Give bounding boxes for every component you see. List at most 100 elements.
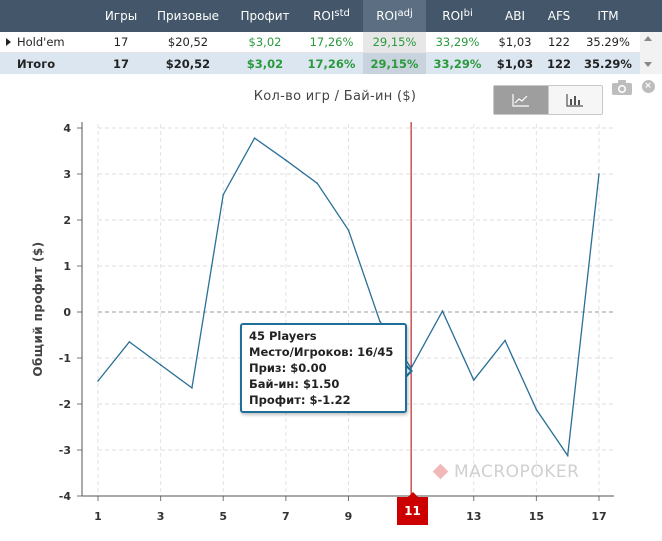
total-roi-bi: 33,29%: [433, 56, 482, 71]
bar-view-button[interactable]: [547, 86, 603, 114]
header-prize[interactable]: Призовые: [156, 9, 220, 23]
y-tick-label: 3: [63, 168, 71, 181]
header-abi[interactable]: ABI: [505, 9, 525, 23]
header-roi-bi-base: ROI: [442, 9, 464, 23]
cell-roi-std: 17,26%: [309, 35, 354, 49]
header-roi-adj[interactable]: ROI adj: [363, 0, 426, 32]
y-tick-label: 0: [63, 306, 71, 319]
total-name-cell: Итого: [0, 53, 102, 74]
cell-prize: $20,52: [167, 35, 209, 49]
line-chart-icon: [512, 94, 529, 107]
x-tick-label: 1: [94, 510, 102, 523]
header-afs[interactable]: AFS: [547, 9, 571, 23]
y-tick-label: 2: [63, 214, 71, 227]
expand-arrow-icon[interactable]: [6, 38, 11, 46]
x-tick-label: 7: [282, 510, 290, 523]
total-abi: $1,03: [496, 56, 534, 71]
data-point: [472, 379, 475, 381]
stats-table: Игры Призовые Профит ROI std ROI adj ROI bi…: [0, 0, 662, 74]
data-point: [159, 364, 162, 366]
close-button[interactable]: ×: [641, 79, 655, 93]
total-roi-adj: 29,15%: [363, 53, 426, 74]
data-point: [128, 341, 131, 343]
header-roi-bi-sup: bi: [463, 7, 473, 19]
tooltip-line-prize: Приз: $0.00: [249, 361, 327, 375]
row-name-cell[interactable]: Hold'em: [0, 32, 102, 52]
cell-roi-bi: 33,29%: [435, 35, 480, 49]
x-tick-label: 15: [529, 510, 544, 523]
header-roi-std-sup: std: [334, 7, 350, 19]
row-name: Hold'em: [17, 35, 65, 49]
tooltip-pointer-inner: [404, 365, 410, 377]
stats-header-row: Игры Призовые Профит ROI std ROI adj ROI bi…: [0, 0, 662, 32]
y-tick-label: 4: [63, 122, 71, 135]
data-point: [316, 182, 318, 184]
data-point: [535, 408, 538, 411]
chart-axes: [77, 122, 614, 501]
table-row[interactable]: Hold'em 17 $20,52 $3,02 17,26% 29,15% 33…: [0, 32, 662, 53]
header-roi-adj-base: ROI: [376, 9, 398, 23]
bar-chart-icon: [566, 94, 584, 107]
watermark-text: MACROPOKER: [454, 462, 580, 482]
y-tick-label: -1: [59, 352, 71, 365]
header-roi-std[interactable]: ROI std: [300, 0, 363, 32]
cell-roi-adj: 29,15%: [363, 32, 426, 52]
header-roi-adj-sup: adj: [397, 7, 413, 19]
x-tick-label: 9: [345, 510, 353, 523]
header-roi-bi[interactable]: ROI bi: [426, 0, 489, 32]
x-tick-label: 5: [219, 510, 227, 523]
x-tick-label: 17: [591, 510, 606, 523]
y-tick-label: 1: [63, 260, 71, 273]
x-tick-label: 3: [157, 510, 165, 523]
tooltip-line-profit: Профит: $-1.22: [249, 393, 351, 407]
scroll-up-icon[interactable]: [644, 36, 652, 41]
tooltip-title: 45 Players: [249, 329, 317, 343]
data-point: [441, 310, 444, 312]
header-itm[interactable]: ITM: [597, 9, 619, 23]
cell-afs: 122: [548, 35, 570, 49]
data-point: [253, 137, 256, 139]
x-tick-label: 13: [466, 510, 481, 523]
cell-games: 17: [113, 35, 129, 49]
cell-itm: 35.29%: [586, 35, 630, 49]
total-games: 17: [112, 56, 129, 71]
camera-button[interactable]: [610, 78, 634, 96]
line-view-button[interactable]: [494, 86, 548, 114]
watermark: MACROPOKER: [432, 462, 579, 482]
y-tick-label: -2: [59, 398, 71, 411]
data-point: [347, 229, 350, 231]
y-tick-label: -3: [59, 444, 71, 457]
tooltip-line-place: Место/Игроков: 16/45: [249, 345, 394, 359]
total-label: Итого: [17, 56, 56, 71]
total-prize: $20,52: [165, 56, 211, 71]
data-point: [566, 454, 569, 457]
chart-tooltip: 45 Players Место/Игроков: 16/45 Приз: $0…: [240, 323, 407, 413]
chart-grid: [97, 124, 614, 497]
x-crosshair-value: 11: [404, 504, 421, 518]
close-icon: ×: [644, 80, 652, 91]
macropoker-logo-icon: [432, 463, 450, 481]
camera-icon: [612, 79, 632, 95]
chart-title: Кол-во игр / Бай-ин ($): [253, 89, 417, 104]
data-point: [598, 173, 600, 175]
cell-abi: $1,03: [498, 35, 532, 49]
total-profit: $3,02: [246, 56, 284, 71]
total-afs: 122: [546, 56, 571, 71]
table-total-row: Итого 17 $20,52 $3,02 17,26% 29,15% 33,2…: [0, 53, 662, 74]
data-point: [222, 193, 225, 196]
data-point: [504, 339, 506, 342]
scroll-down-icon[interactable]: [644, 62, 652, 67]
total-roi-std: 17,26%: [307, 56, 356, 71]
cell-profit: $3,02: [248, 35, 282, 49]
header-roi-std-base: ROI: [313, 9, 335, 23]
data-point: [379, 320, 381, 323]
header-games[interactable]: Игры: [104, 9, 138, 23]
data-point: [285, 159, 287, 161]
header-profit[interactable]: Профит: [240, 9, 290, 23]
total-itm: 35.29%: [584, 56, 632, 71]
data-point: [97, 380, 99, 382]
data-point: [191, 387, 193, 389]
x-crosshair-label: 11: [397, 492, 428, 525]
